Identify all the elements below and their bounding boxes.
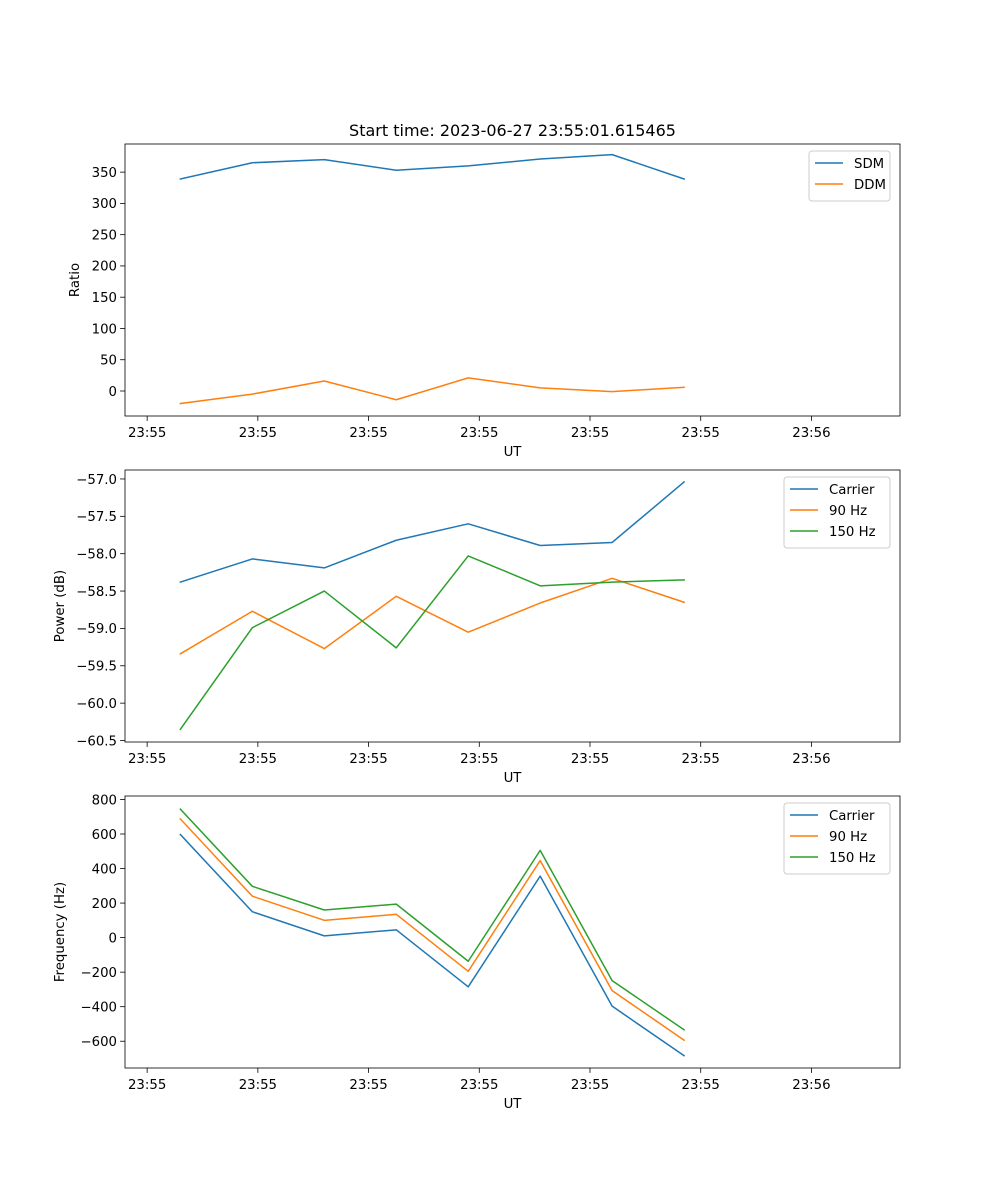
y-tick-label: 800 xyxy=(92,793,117,808)
legend-label: DDM xyxy=(854,178,886,193)
legend-label: Carrier xyxy=(829,483,875,498)
x-tick-label: 23:55 xyxy=(682,426,720,441)
x-axis-label: UT xyxy=(504,445,523,460)
y-tick-label: 350 xyxy=(92,166,117,181)
subplots: 23:55 23:55 23:55 23:55 23:55 23:55 23:56 0 50 10… xyxy=(53,143,901,1112)
y-tick-label: −59.0 xyxy=(76,622,117,637)
legend-label: 90 Hz xyxy=(829,830,867,845)
chart-title: Start time: 2023-06-27 23:55:01.615465 xyxy=(349,121,676,140)
y-tick-label: 100 xyxy=(92,322,117,337)
series-line-150-hz xyxy=(179,808,686,1031)
legend-label: 150 Hz xyxy=(829,525,876,540)
y-tick-label: −59.5 xyxy=(76,660,117,675)
y-tick-label: 600 xyxy=(92,828,117,843)
x-tick-label: 23:55 xyxy=(571,1078,609,1093)
x-tick-label: 23:55 xyxy=(682,752,720,767)
x-tick-label: 23:55 xyxy=(239,1078,277,1093)
x-tick-label: 23:55 xyxy=(128,426,166,441)
x-tick-label: 23:56 xyxy=(792,1078,830,1093)
subplot-2: 23:55 23:55 23:55 23:55 23:55 23:55 23:56 −60.5… xyxy=(53,469,901,786)
y-tick-label: 250 xyxy=(92,228,117,243)
y-tick-label: −200 xyxy=(80,966,117,981)
y-axis-label: Power (dB) xyxy=(53,570,68,642)
y-tick-label: −400 xyxy=(80,1000,117,1015)
y-tick-label: 200 xyxy=(92,260,117,275)
y-tick-label: −57.0 xyxy=(76,473,117,488)
x-tick-label: 23:55 xyxy=(239,752,277,767)
series-line-carrier xyxy=(179,833,686,1057)
x-tick-label: 23:55 xyxy=(460,752,498,767)
y-axis-label: Ratio xyxy=(68,263,83,297)
series-line-90-hz xyxy=(179,817,686,1042)
y-tick-label: 0 xyxy=(109,385,117,400)
x-axis-label: UT xyxy=(504,1097,523,1112)
x-tick-label: 23:55 xyxy=(349,752,387,767)
subplot-1: 23:55 23:55 23:55 23:55 23:55 23:55 23:56 0 50 10… xyxy=(68,143,901,460)
series-line-ddm xyxy=(179,377,685,405)
y-tick-label: −60.0 xyxy=(76,697,117,712)
y-tick-label: −57.5 xyxy=(76,510,117,525)
y-tick-label: 400 xyxy=(92,862,117,877)
axes-frame xyxy=(124,469,901,743)
y-tick-label: 50 xyxy=(100,354,117,369)
series-line-150-hz xyxy=(179,555,685,731)
y-tick-label: 200 xyxy=(92,897,117,912)
legend-label: 90 Hz xyxy=(829,504,867,519)
legend-label: Carrier xyxy=(829,809,875,824)
x-tick-label: 23:55 xyxy=(571,426,609,441)
x-tick-label: 23:56 xyxy=(792,752,830,767)
legend: SDM DDM xyxy=(808,150,891,202)
y-tick-label: 300 xyxy=(92,197,117,212)
x-tick-label: 23:55 xyxy=(128,1078,166,1093)
legend: Carrier 90 Hz 150 Hz xyxy=(783,476,891,549)
series-line-carrier xyxy=(179,480,686,584)
legend-label: 150 Hz xyxy=(829,851,876,866)
x-tick-label: 23:55 xyxy=(349,1078,387,1093)
y-tick-label: −60.5 xyxy=(76,734,117,749)
x-tick-label: 23:56 xyxy=(792,426,830,441)
x-axis-label: UT xyxy=(504,771,523,786)
x-tick-label: 23:55 xyxy=(349,426,387,441)
x-tick-label: 23:55 xyxy=(128,752,166,767)
x-tick-label: 23:55 xyxy=(239,426,277,441)
x-tick-label: 23:55 xyxy=(460,426,498,441)
y-tick-label: 0 xyxy=(109,931,117,946)
y-tick-label: 150 xyxy=(92,291,117,306)
legend: Carrier 90 Hz 150 Hz xyxy=(783,802,891,875)
x-tick-label: 23:55 xyxy=(682,1078,720,1093)
y-tick-label: −58.0 xyxy=(76,547,117,562)
legend-label: SDM xyxy=(854,157,884,172)
axes-frame xyxy=(124,143,901,417)
y-tick-label: −58.5 xyxy=(76,585,117,600)
x-tick-label: 23:55 xyxy=(460,1078,498,1093)
series-line-sdm xyxy=(179,153,686,180)
axes-frame xyxy=(124,795,901,1069)
x-tick-label: 23:55 xyxy=(571,752,609,767)
y-axis-label: Frequency (Hz) xyxy=(53,882,68,982)
y-tick-label: −600 xyxy=(80,1035,117,1050)
subplot-3: 23:55 23:55 23:55 23:55 23:55 23:55 23:56 −600 −… xyxy=(53,793,901,1112)
